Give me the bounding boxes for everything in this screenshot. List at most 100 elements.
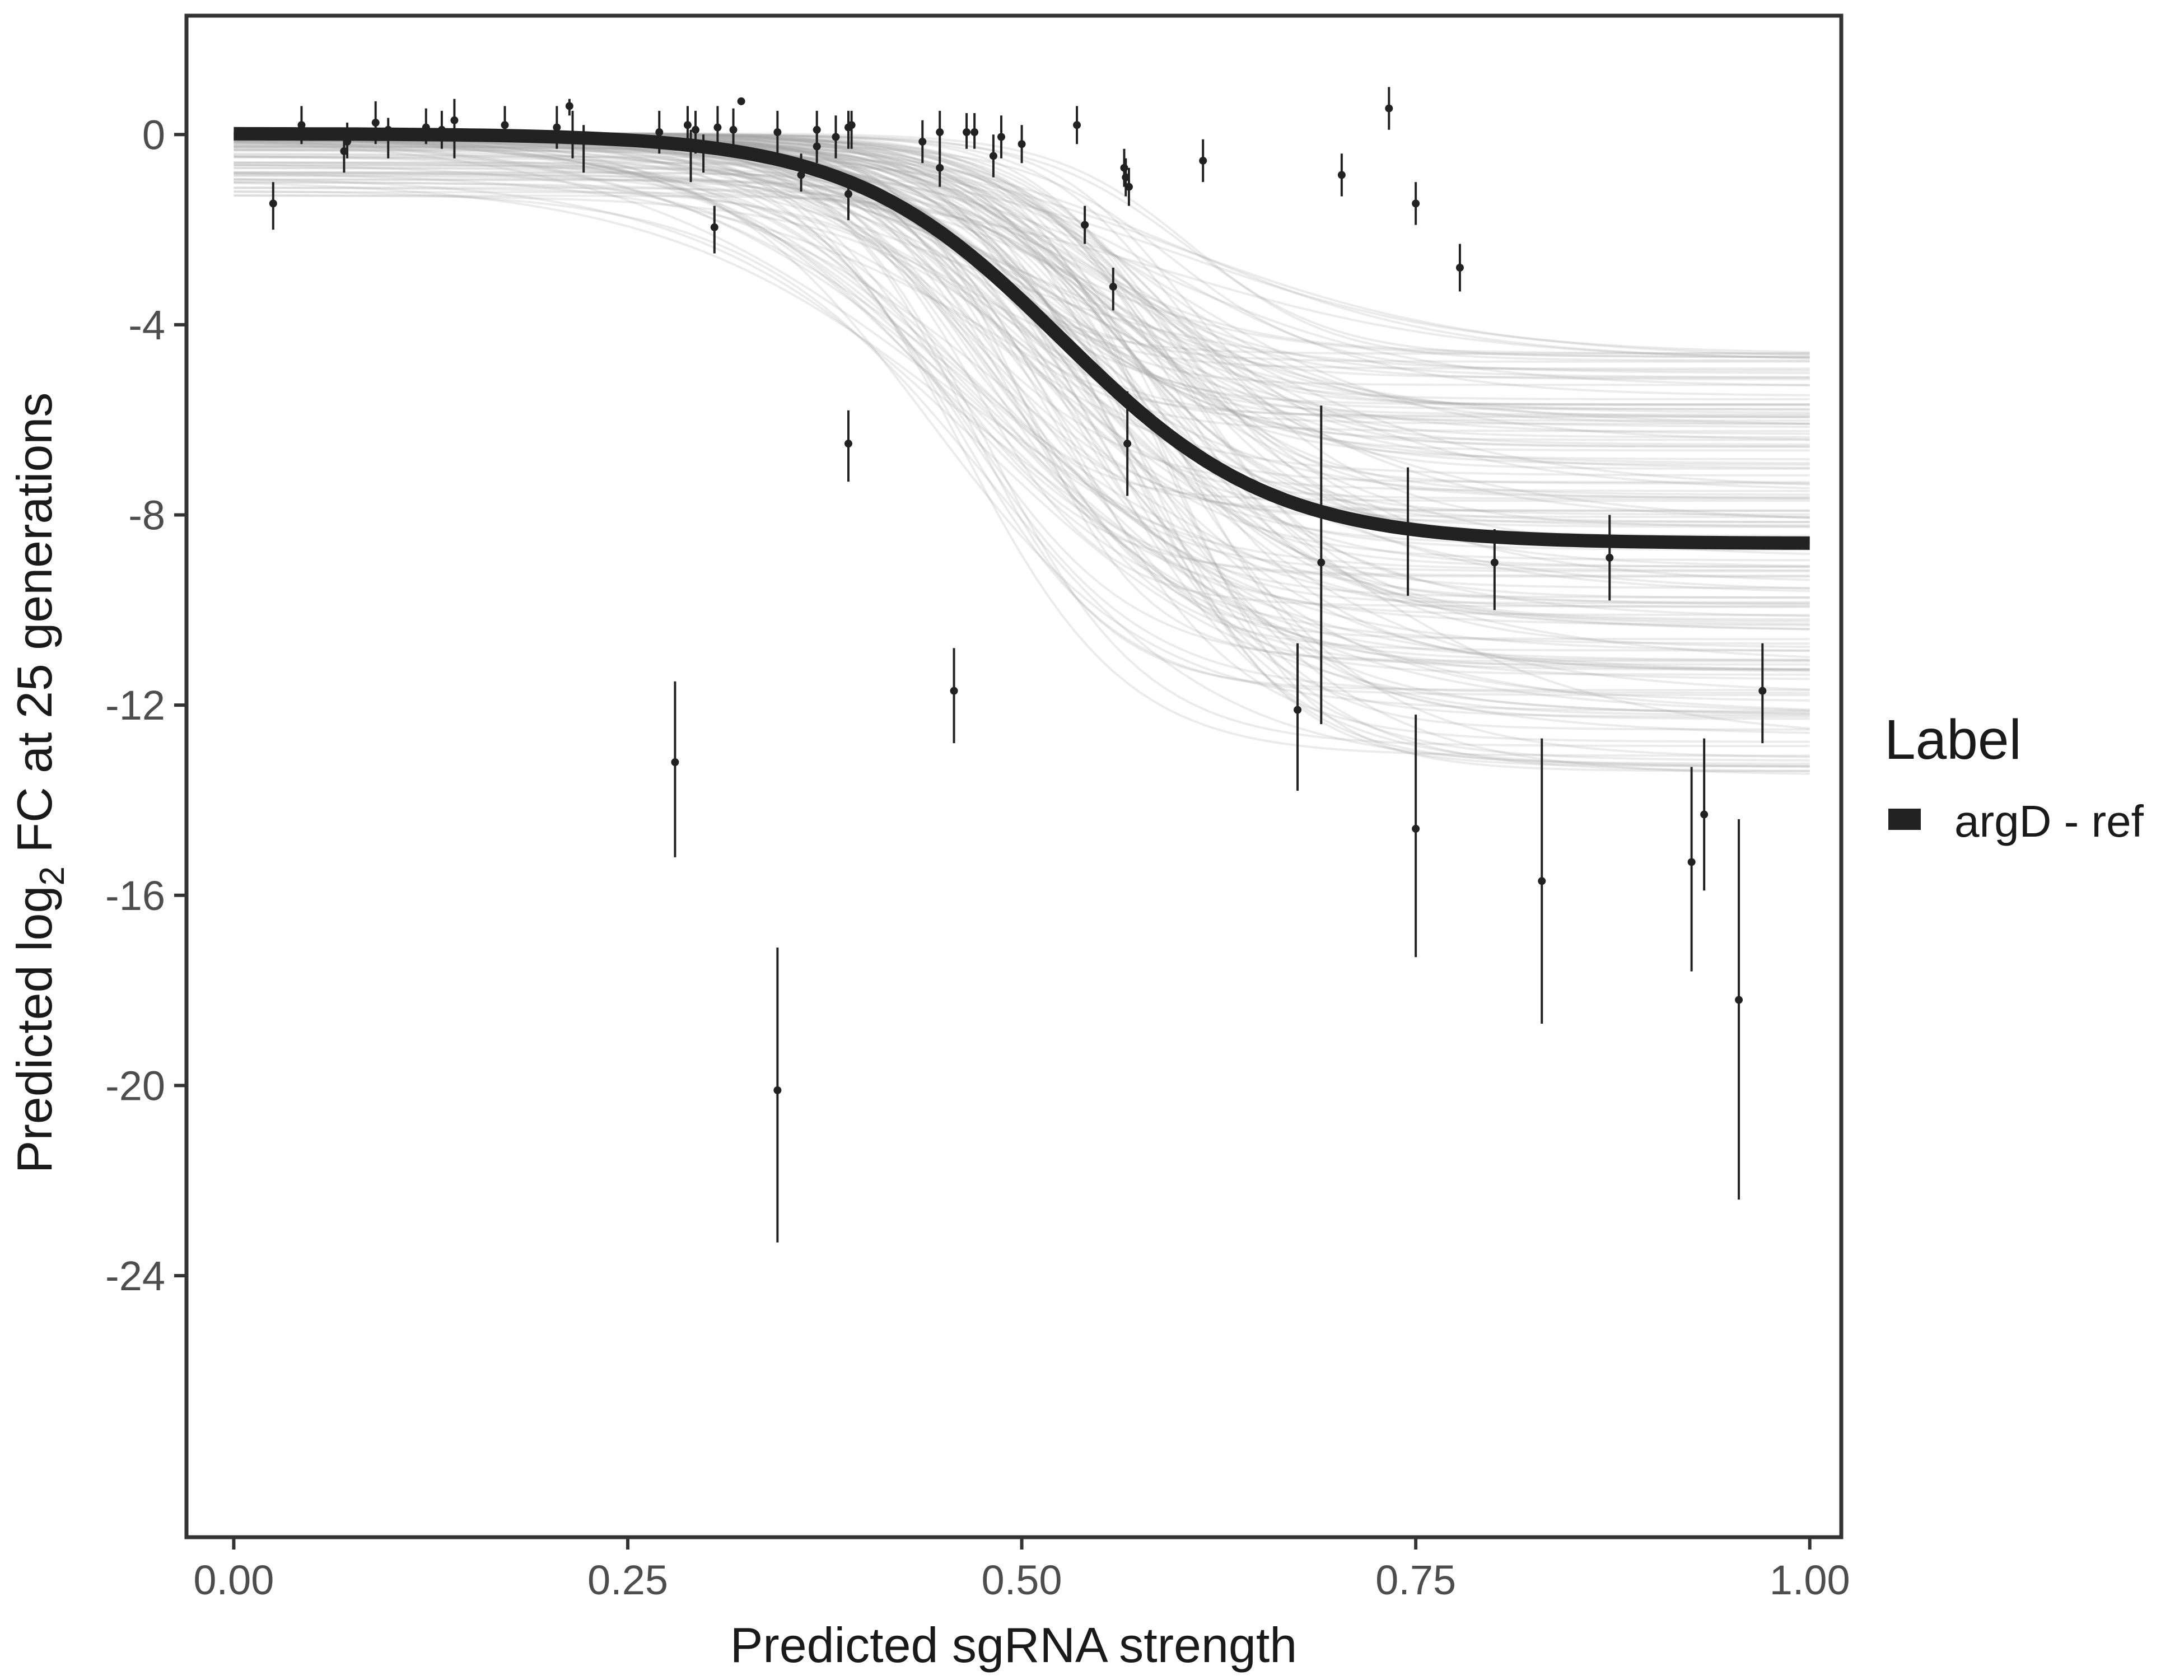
posterior-line [234, 178, 1810, 715]
posterior-line [234, 142, 1810, 502]
posterior-line [234, 186, 1810, 496]
y-tick-label: 0 [142, 111, 165, 158]
fit-line-layer [234, 127, 1810, 550]
legend-label-argD-ref: argD - ref [1954, 796, 2144, 846]
data-point [501, 121, 509, 129]
y-tick-label: -16 [105, 872, 165, 919]
data-point [297, 121, 306, 129]
data-point [687, 142, 695, 151]
posterior-line [234, 139, 1810, 711]
posterior-line [234, 145, 1810, 599]
data-point [832, 133, 840, 141]
x-tick-label: 0.75 [1375, 1557, 1456, 1603]
data-point [1122, 173, 1130, 181]
data-point [422, 123, 430, 132]
posterior-line [234, 139, 1810, 562]
y-axis-title: Predicted log2 FC at 25 generations [7, 393, 72, 1173]
posterior-line [234, 148, 1810, 396]
x-tick-label: 0.50 [982, 1557, 1062, 1603]
data-point [844, 440, 852, 448]
posterior-line [234, 142, 1810, 400]
data-point [1455, 264, 1464, 272]
data-point [1337, 171, 1346, 179]
posterior-line [234, 155, 1810, 670]
x-axis: 0.00 0.25 0.50 0.75 1.00 [193, 1539, 1850, 1603]
data-point [963, 128, 971, 137]
data-point [997, 133, 1005, 141]
posterior-line [234, 136, 1810, 659]
y-tick-label: -8 [128, 492, 165, 539]
posterior-line [234, 139, 1810, 477]
posterior-line [234, 172, 1810, 590]
fit-line-argD-ref [234, 127, 1810, 550]
data-point [1294, 706, 1302, 714]
data-point [699, 144, 708, 153]
posterior-line [234, 164, 1810, 417]
data-point [568, 130, 577, 139]
data-point [1404, 525, 1412, 533]
posterior-line [234, 186, 1810, 714]
data-point [1120, 164, 1128, 172]
x-axis-title: Predicted sgRNA strength [730, 1617, 1298, 1673]
posterior-line [234, 153, 1810, 697]
posterior-line [234, 181, 1810, 360]
legend: Label argD - ref [1884, 708, 2144, 846]
posterior-line [234, 175, 1810, 519]
posterior-band [234, 132, 1810, 775]
data-point [797, 171, 805, 179]
data-point [773, 128, 782, 137]
data-point [692, 125, 700, 134]
posterior-line [234, 191, 1810, 765]
x-tick-label: 0.25 [587, 1557, 668, 1603]
data-point [655, 128, 664, 137]
data-point [1385, 104, 1393, 113]
posterior-line [234, 136, 1810, 680]
data-points-layer [269, 87, 1767, 1243]
posterior-line [234, 166, 1810, 422]
posterior-line [234, 194, 1810, 452]
posterior-line [234, 164, 1810, 631]
posterior-line [234, 181, 1810, 500]
posterior-line [234, 171, 1810, 386]
posterior-line [234, 146, 1810, 411]
posterior-line [234, 152, 1810, 387]
posterior-line [234, 138, 1810, 425]
posterior-line [234, 190, 1810, 768]
data-point [1081, 221, 1089, 229]
posterior-line [234, 156, 1810, 353]
data-point [1317, 558, 1326, 567]
posterior-line [234, 134, 1810, 652]
data-point [813, 142, 821, 151]
posterior-line [234, 194, 1810, 673]
panel-border [184, 13, 1844, 1539]
data-point [713, 123, 722, 132]
posterior-line [234, 149, 1810, 414]
data-point [936, 164, 944, 172]
data-point [450, 116, 459, 124]
data-point [1735, 996, 1743, 1004]
posterior-line [234, 174, 1810, 578]
y-tick-label: -4 [128, 302, 165, 348]
legend-title: Label [1884, 708, 2022, 771]
posterior-line [234, 167, 1810, 523]
posterior-line [234, 164, 1810, 418]
posterior-line [234, 144, 1810, 692]
posterior-line [234, 171, 1810, 604]
posterior-line [234, 155, 1810, 608]
data-point [737, 97, 745, 105]
data-point [970, 128, 979, 137]
data-point [1700, 810, 1709, 819]
data-point [384, 125, 393, 134]
x-tick-label: 1.00 [1770, 1557, 1850, 1603]
posterior-line [234, 171, 1810, 666]
data-point [1412, 199, 1420, 208]
data-point [847, 121, 856, 129]
posterior-line [234, 181, 1810, 671]
posterior-line [234, 138, 1810, 520]
data-point [918, 138, 927, 146]
posterior-line [234, 136, 1810, 734]
data-point [1123, 440, 1132, 448]
posterior-line [234, 138, 1810, 712]
posterior-line [234, 133, 1810, 712]
